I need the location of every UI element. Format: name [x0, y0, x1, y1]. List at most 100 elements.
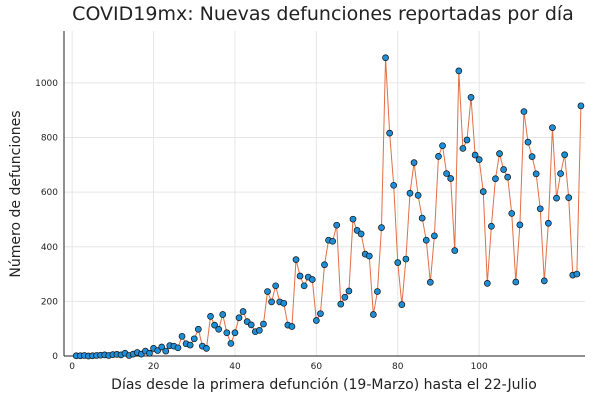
x-tick-label: 0 — [69, 362, 75, 372]
data-point — [549, 124, 556, 132]
data-point — [280, 299, 288, 307]
series — [72, 54, 585, 360]
data-point — [215, 325, 223, 333]
data-point — [406, 189, 414, 197]
data-point — [463, 136, 471, 144]
x-tick-label: 80 — [392, 362, 404, 372]
data-point — [402, 255, 410, 263]
data-point — [496, 150, 503, 157]
data-point — [223, 329, 231, 337]
x-tick-label: 60 — [311, 362, 323, 372]
data-point — [333, 221, 341, 229]
data-point — [207, 313, 214, 320]
x-tick-label: 20 — [148, 362, 160, 372]
x-axis-label: Días desde la primera defunción (19-Marz… — [111, 377, 537, 393]
data-point — [329, 237, 336, 245]
data-point — [394, 259, 402, 266]
data-point — [162, 347, 170, 355]
data-point — [317, 310, 324, 318]
y-tick-label: 1000 — [35, 79, 58, 89]
data-point — [292, 256, 300, 263]
data-point — [231, 329, 239, 337]
data-point — [471, 151, 479, 159]
data-point — [374, 288, 381, 295]
data-point — [483, 280, 491, 287]
data-point — [545, 219, 552, 227]
data-point — [500, 166, 507, 173]
data-point — [203, 345, 210, 352]
data-point — [369, 311, 377, 318]
data-point — [475, 156, 483, 163]
data-point — [398, 301, 406, 309]
data-point — [410, 159, 418, 166]
data-point — [565, 194, 573, 201]
data-point — [268, 298, 275, 306]
data-point — [426, 278, 434, 286]
y-tick-label: 600 — [41, 188, 58, 198]
data-point — [211, 321, 218, 329]
data-point — [313, 317, 320, 324]
data-point — [528, 153, 536, 160]
data-point — [577, 102, 585, 110]
data-point — [288, 323, 296, 330]
data-point — [146, 349, 153, 357]
data-point — [492, 175, 499, 183]
data-point — [414, 192, 422, 199]
data-point — [479, 188, 487, 195]
data-point — [264, 288, 271, 295]
data-point — [459, 145, 467, 152]
data-point — [382, 54, 389, 62]
data-point — [557, 170, 564, 177]
data-point — [443, 170, 450, 177]
data-point — [357, 230, 365, 238]
data-point — [431, 232, 438, 240]
data-point — [516, 221, 524, 229]
data-point — [512, 278, 520, 286]
data-point — [256, 326, 263, 334]
data-point — [239, 308, 247, 315]
y-axis-label: Número de defunciones — [8, 110, 24, 277]
data-point — [561, 151, 568, 159]
data-point — [300, 282, 308, 290]
data-point — [435, 153, 442, 160]
data-point — [349, 215, 357, 223]
data-point — [272, 282, 280, 290]
data-point — [467, 94, 475, 101]
data-point — [178, 332, 186, 340]
data-point — [227, 340, 235, 347]
data-point — [158, 343, 166, 351]
data-point — [308, 276, 316, 283]
grid — [64, 31, 585, 357]
data-point — [190, 335, 198, 343]
data-point — [520, 108, 528, 115]
y-tick-label: 0 — [52, 352, 58, 362]
data-point — [447, 175, 455, 182]
axes — [63, 31, 585, 357]
data-point — [341, 293, 349, 301]
data-point — [247, 321, 255, 329]
data-point — [536, 205, 544, 213]
data-point — [186, 341, 194, 349]
data-point — [524, 138, 532, 146]
chart-title: COVID19mx: Nuevas defunciones reportadas… — [72, 3, 574, 25]
data-point — [386, 129, 393, 137]
x-tick-label: 40 — [229, 362, 241, 372]
data-point — [508, 210, 516, 217]
data-point — [455, 67, 463, 75]
x-tick-label: 100 — [471, 362, 488, 372]
series-line — [76, 57, 582, 357]
data-point — [378, 224, 385, 231]
data-point — [418, 214, 426, 222]
data-point — [235, 314, 243, 322]
y-tick-label: 200 — [41, 297, 58, 307]
data-point — [174, 344, 182, 352]
data-point — [219, 311, 227, 318]
data-point — [390, 181, 398, 189]
data-point — [553, 194, 560, 202]
y-tick-label: 400 — [41, 243, 58, 253]
data-point — [532, 170, 540, 178]
data-point — [488, 222, 495, 230]
